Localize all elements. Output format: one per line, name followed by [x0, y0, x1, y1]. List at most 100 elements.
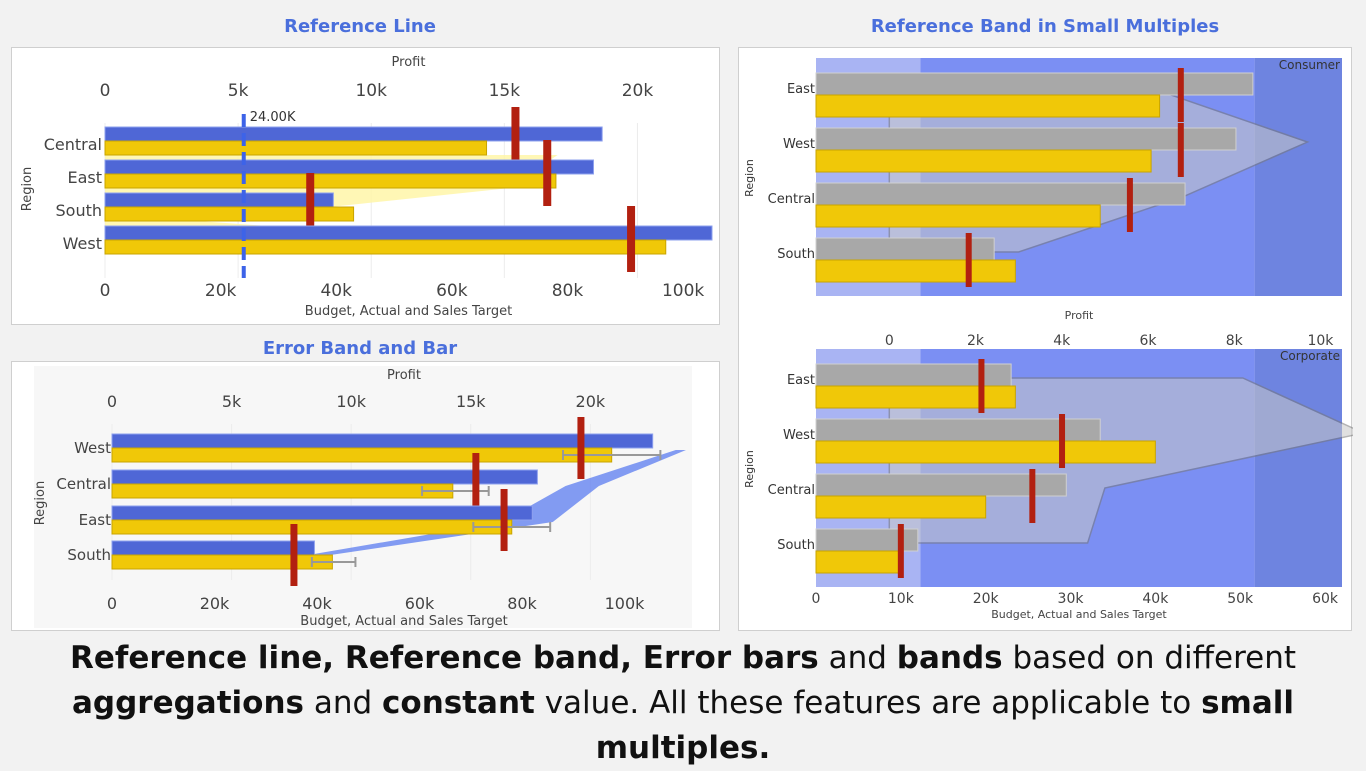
bottom-tick-label: 60k — [436, 281, 468, 301]
budget-bar — [815, 72, 1254, 96]
bottom-tick-label: 60k — [405, 594, 435, 613]
bottom-tick-label: 20k — [205, 281, 237, 301]
category-label: East — [79, 511, 111, 529]
sales-target-marker — [290, 524, 298, 586]
error-band-panel: Profit 0 5k 10k 15k 20k 0 20k 40k 60k 80k 100k Budge… — [11, 361, 720, 631]
sales-target-marker — [1029, 469, 1036, 523]
sales-target-marker — [500, 489, 508, 551]
top-tick-label: 15k — [456, 392, 486, 411]
bottom-tick-label: 50k — [1227, 591, 1254, 607]
actual-bar — [104, 173, 557, 189]
bottom-tick-label: 30k — [1058, 591, 1085, 607]
top-tick-label: 5k — [228, 81, 249, 101]
y-axis-title: Region — [33, 481, 48, 526]
top-tick-label: 20k — [622, 81, 654, 101]
budget-bar — [111, 540, 315, 556]
top-tick-label: 10k — [336, 392, 366, 411]
category-label: South — [56, 201, 103, 220]
caption: Reference line, Reference band, Error ba… — [0, 636, 1366, 771]
caption-segment: constant — [382, 685, 535, 721]
y-axis-title: Region — [20, 167, 35, 212]
category-label: Central — [768, 192, 815, 207]
bottom-axis-title: Budget, Actual and Sales Target — [305, 304, 512, 319]
sales-target-marker — [1177, 68, 1184, 122]
sales-target-marker — [1126, 178, 1133, 232]
small-multiples-title: Reference Band in Small Multiples — [870, 16, 1220, 37]
sales-target-marker — [306, 173, 315, 239]
budget-bar — [111, 505, 533, 521]
bottom-tick-label: 40k — [1142, 591, 1169, 607]
category-label: Central — [44, 135, 102, 154]
sales-target-marker — [511, 107, 520, 173]
small-multiples-panel: Consumer East West Central South Region Corpor… — [738, 47, 1366, 631]
top-tick-label: 10k — [355, 81, 387, 101]
y-axis-title: Region — [743, 450, 756, 488]
actual-bar — [815, 495, 987, 519]
top-tick-label: 8k — [1226, 333, 1244, 349]
bottom-tick-label: 0 — [812, 591, 821, 607]
actual-bar — [815, 204, 1101, 228]
error-band-title: Error Band and Bar — [262, 338, 458, 359]
actual-bar — [104, 239, 667, 255]
top-tick-label: 0 — [100, 81, 111, 101]
caption-segment: aggregations — [72, 685, 304, 721]
caption-segment: bands — [896, 640, 1003, 676]
panel-name: Consumer — [1279, 58, 1340, 72]
bottom-tick-label: 100k — [662, 281, 704, 301]
actual-bar — [815, 94, 1161, 118]
budget-bar — [815, 127, 1237, 151]
actual-bar — [815, 149, 1152, 173]
actual-bar — [111, 519, 513, 535]
category-label: West — [74, 439, 111, 457]
top-axis-title: Profit — [392, 55, 426, 70]
bottom-tick-label: 40k — [320, 281, 352, 301]
top-tick-label: 0 — [107, 392, 117, 411]
bottom-tick-label: 10k — [888, 591, 915, 607]
sales-target-marker — [627, 206, 636, 272]
actual-bar — [815, 440, 1156, 464]
panel-name: Corporate — [1280, 349, 1340, 363]
budget-bar — [104, 192, 334, 208]
caption-segment: and — [818, 640, 897, 676]
sales-target-marker — [577, 417, 585, 479]
reference-line-panel: Profit 0 5k 10k 15k 20k 0 20k 40k 60k 80k 100k Budge… — [11, 47, 720, 325]
bottom-tick-label: 60k — [1312, 591, 1339, 607]
caption-segment: and — [304, 685, 383, 721]
reference-line-label: 24.00K — [250, 110, 296, 125]
bottom-axis-title: Budget, Actual and Sales Target — [991, 608, 1167, 621]
reference-line-chart: Profit 0 5k 10k 15k 20k 0 20k 40k 60k 80k 100k Budge… — [20, 55, 713, 319]
sales-target-marker — [965, 233, 972, 287]
reference-band-high — [1254, 349, 1342, 587]
category-label: Central — [768, 483, 815, 498]
bottom-tick-label: 80k — [507, 594, 537, 613]
sales-target-marker — [978, 359, 985, 413]
category-label: West — [783, 428, 815, 443]
error-band-chart: Profit 0 5k 10k 15k 20k 0 20k 40k 60k 80k 100k Budge… — [33, 366, 692, 629]
top-tick-label: 6k — [1139, 333, 1157, 349]
bottom-axis-title: Budget, Actual and Sales Target — [300, 614, 507, 629]
error-band — [296, 450, 686, 557]
actual-bar — [111, 447, 613, 463]
actual-bar — [815, 259, 1016, 283]
caption-segment: small multiples. — [595, 685, 1294, 766]
budget-bar — [104, 159, 594, 175]
sales-target-marker — [472, 453, 480, 515]
category-label: West — [783, 137, 815, 152]
caption-segment: based on different — [1002, 640, 1297, 676]
top-axis-title: Profit — [387, 368, 421, 383]
category-label: East — [787, 373, 815, 388]
sales-target-marker — [543, 140, 552, 206]
top-axis-title: Profit — [1065, 309, 1094, 322]
category-label: South — [777, 538, 815, 553]
budget-bar — [104, 126, 603, 142]
actual-bar — [111, 554, 333, 570]
reference-line-title: Reference Line — [284, 16, 436, 37]
category-label: East — [787, 82, 815, 97]
small-multiples-chart: Consumer East West Central South Region Corpor… — [743, 58, 1366, 621]
sales-target-marker — [897, 524, 904, 578]
top-tick-label: 4k — [1053, 333, 1071, 349]
category-label: East — [67, 168, 102, 187]
budget-bar — [815, 473, 1067, 497]
actual-bar — [815, 550, 902, 574]
budget-bar — [111, 433, 654, 449]
